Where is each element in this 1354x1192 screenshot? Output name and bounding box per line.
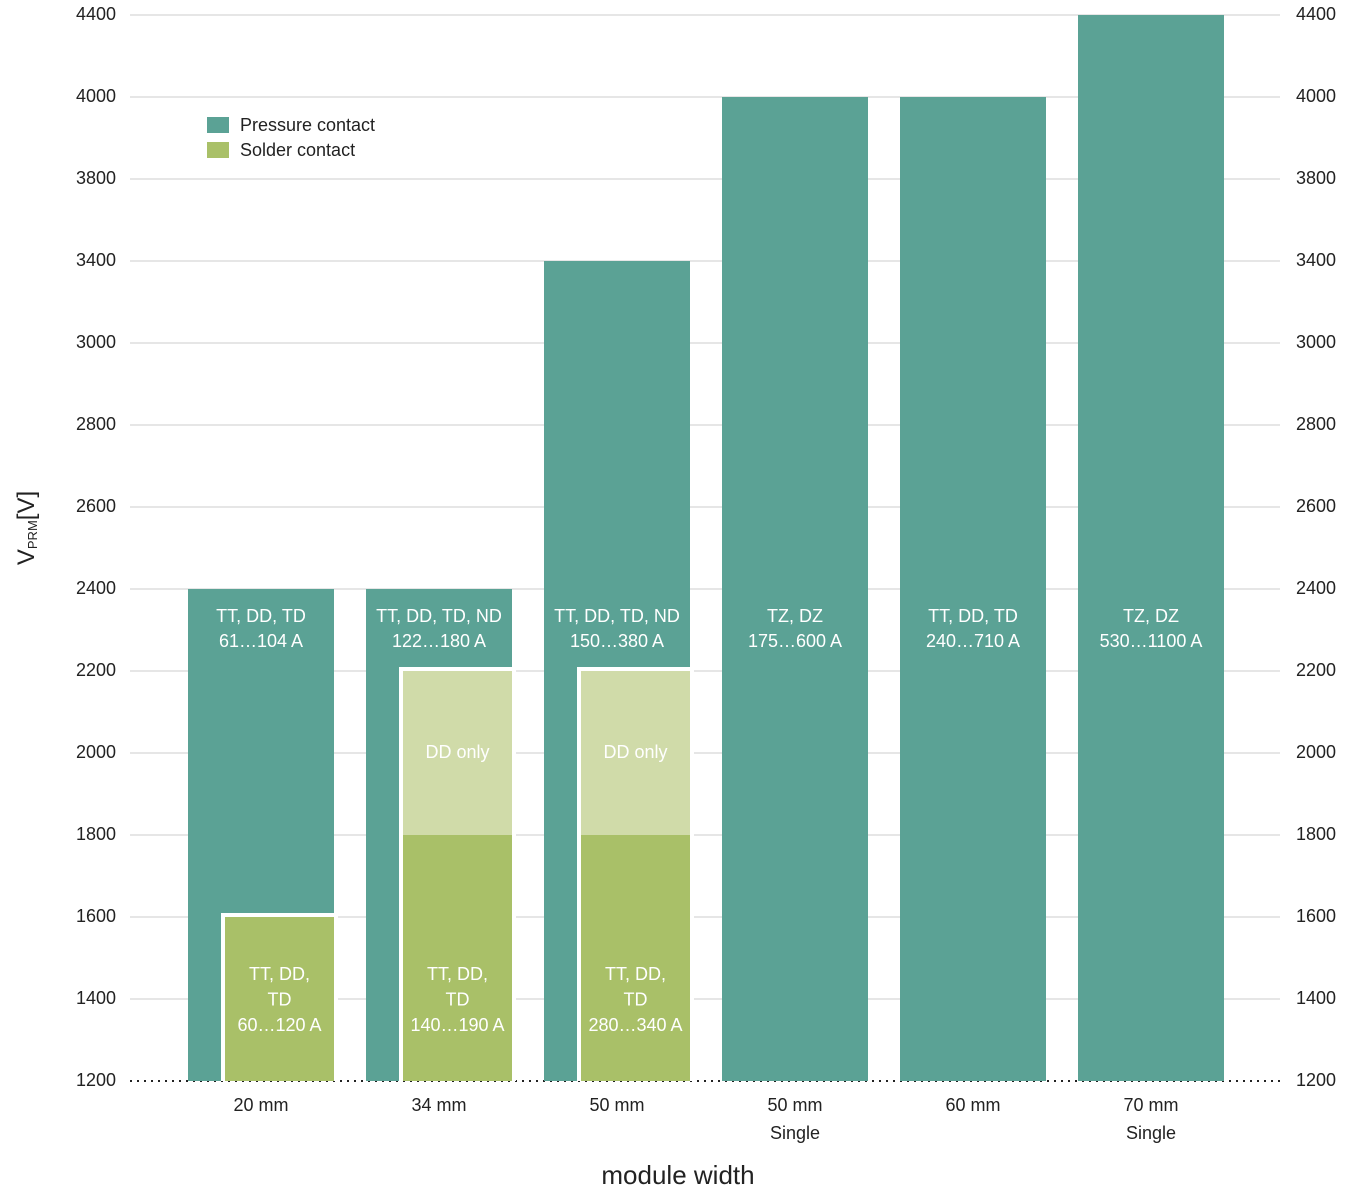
y-tick-label: 1600 xyxy=(76,906,116,926)
bar-label: 240…710 A xyxy=(926,631,1020,651)
bar-label: 175…600 A xyxy=(748,631,842,651)
y-tick-label: 3400 xyxy=(76,250,116,270)
y-axis-title-main: V xyxy=(13,549,40,565)
bar-label: TD xyxy=(446,989,470,1009)
y-tick-label: 2800 xyxy=(76,414,116,434)
bar-label: TZ, DZ xyxy=(767,606,823,626)
legend-swatch xyxy=(207,142,229,158)
bar-label: 60…120 A xyxy=(237,1015,321,1035)
y-tick-label-right: 2400 xyxy=(1296,578,1336,598)
bar xyxy=(900,97,1046,1081)
legend-label: Pressure contact xyxy=(240,115,375,135)
y-tick-label-right: 1200 xyxy=(1296,1070,1336,1090)
x-tick-label: 70 mm xyxy=(1123,1095,1178,1115)
bar-label: 530…1100 A xyxy=(1100,631,1203,651)
bar-label: TT, DD, xyxy=(249,964,310,984)
y-tick-label: 2400 xyxy=(76,578,116,598)
x-axis-title: module width xyxy=(601,1160,754,1190)
bar-label: TD xyxy=(624,989,648,1009)
y-tick-label: 1200 xyxy=(76,1070,116,1090)
bar-label: 150…380 A xyxy=(570,631,664,651)
y-axis-title-sub: PRM xyxy=(25,520,40,549)
bar-label: TZ, DZ xyxy=(1123,606,1179,626)
bar xyxy=(722,97,868,1081)
bar-label: TT, DD, xyxy=(605,964,666,984)
bar xyxy=(581,835,690,1081)
legend-label: Solder contact xyxy=(240,140,355,160)
bar-label: TD xyxy=(268,989,292,1009)
y-tick-label-right: 3000 xyxy=(1296,332,1336,352)
y-tick-label-right: 2600 xyxy=(1296,496,1336,516)
y-tick-label-right: 4400 xyxy=(1296,4,1336,24)
y-tick-label-right: 2000 xyxy=(1296,742,1336,762)
y-tick-label-right: 2800 xyxy=(1296,414,1336,434)
y-tick-label: 4400 xyxy=(76,4,116,24)
y-tick-label-right: 1600 xyxy=(1296,906,1336,926)
bar-label: DD only xyxy=(603,742,667,762)
y-tick-label: 2600 xyxy=(76,496,116,516)
y-tick-label-right: 3800 xyxy=(1296,168,1336,188)
y-tick-label-right: 3400 xyxy=(1296,250,1336,270)
x-tick-label: 50 mm xyxy=(589,1095,644,1115)
x-tick-label: 50 mm xyxy=(767,1095,822,1115)
y-tick-label-right: 1400 xyxy=(1296,988,1336,1008)
bar-label: DD only xyxy=(425,742,489,762)
bar-label: 61…104 A xyxy=(219,631,303,651)
y-axis-title: VPRM[V] xyxy=(13,491,40,565)
bar-label: TT, DD, TD, ND xyxy=(376,606,502,626)
x-tick-label: 60 mm xyxy=(945,1095,1000,1115)
bar xyxy=(403,671,512,835)
bar-label: 140…190 A xyxy=(410,1015,504,1035)
y-tick-label: 4000 xyxy=(76,86,116,106)
bar xyxy=(225,917,334,1081)
bar-label: 122…180 A xyxy=(392,631,486,651)
y-tick-label: 3000 xyxy=(76,332,116,352)
bar xyxy=(581,671,690,835)
y-tick-label: 1800 xyxy=(76,824,116,844)
bar-label: TT, DD, xyxy=(427,964,488,984)
y-tick-label-right: 4000 xyxy=(1296,86,1336,106)
bar-label: TT, DD, TD, ND xyxy=(554,606,680,626)
y-tick-label-right: 1800 xyxy=(1296,824,1336,844)
bar-label: TT, DD, TD xyxy=(216,606,306,626)
y-tick-label: 2000 xyxy=(76,742,116,762)
x-tick-label: 34 mm xyxy=(411,1095,466,1115)
y-tick-label: 2200 xyxy=(76,660,116,680)
legend-swatch xyxy=(207,117,229,133)
bar xyxy=(1078,15,1224,1081)
bar-label: 280…340 A xyxy=(588,1015,682,1035)
y-tick-label: 1400 xyxy=(76,988,116,1008)
y-tick-label: 3800 xyxy=(76,168,116,188)
x-tick-label: Single xyxy=(770,1123,820,1143)
y-tick-label-right: 2200 xyxy=(1296,660,1336,680)
x-tick-label: 20 mm xyxy=(233,1095,288,1115)
x-tick-label: Single xyxy=(1126,1123,1176,1143)
y-axis-title-unit: [V] xyxy=(13,491,40,520)
bar-label: TT, DD, TD xyxy=(928,606,1018,626)
bar xyxy=(403,835,512,1081)
